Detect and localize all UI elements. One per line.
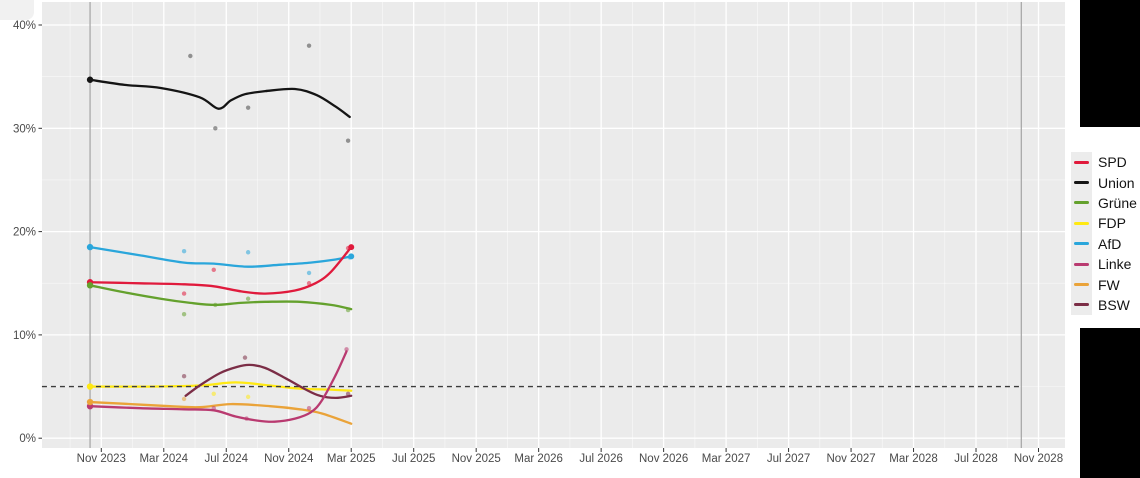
dark-backdrop-bottom bbox=[1080, 328, 1140, 478]
y-axis-label: 10% bbox=[13, 330, 36, 342]
legend-line-icon bbox=[1074, 303, 1089, 307]
trend-line-fw bbox=[88, 400, 353, 425]
x-axis-label: Mar 2025 bbox=[327, 453, 376, 465]
poll-point-fdp bbox=[245, 394, 251, 400]
poll-point-afd bbox=[306, 270, 312, 276]
legend-item-bsw[interactable]: BSW bbox=[1071, 294, 1137, 316]
poll-point-bsw bbox=[242, 355, 248, 360]
poll-point-union bbox=[306, 43, 312, 48]
x-axis-label: Mar 2028 bbox=[889, 453, 938, 465]
poll-point-bsw bbox=[345, 391, 351, 396]
legend-item-spd[interactable]: SPD bbox=[1071, 152, 1137, 173]
legend-label-gruene: Grüne bbox=[1098, 194, 1137, 211]
election-result-point-afd bbox=[86, 243, 94, 251]
election-result-point-union bbox=[86, 76, 94, 83]
poll-trend-chart: 0% 10% 20% 30% 40% Nov 2023 Mar 2024 Jul 2024 No… bbox=[13, 2, 1065, 465]
legend-line-icon bbox=[1074, 160, 1089, 164]
legend-item-fw[interactable]: FW bbox=[1071, 274, 1137, 295]
plot-panel bbox=[42, 2, 1065, 448]
poll-point-fdp bbox=[211, 391, 216, 396]
legend-key-swatch-bsw bbox=[1071, 294, 1092, 316]
x-axis-label: Nov 2028 bbox=[1014, 453, 1063, 465]
poll-point-gruene bbox=[345, 307, 351, 313]
legend-line-icon bbox=[1074, 201, 1089, 205]
x-axis-label: Nov 2023 bbox=[77, 453, 126, 465]
legend-item-fdp[interactable]: FDP bbox=[1071, 213, 1137, 234]
corner-patch bbox=[0, 0, 34, 20]
y-axis-label: 30% bbox=[13, 123, 36, 135]
x-axis-label: Jul 2024 bbox=[205, 453, 249, 465]
trend-line-afd bbox=[88, 245, 353, 268]
legend-key-swatch-fw bbox=[1071, 274, 1092, 295]
x-axis-label: Nov 2027 bbox=[826, 453, 875, 465]
legend-key-swatch-spd bbox=[1071, 152, 1092, 173]
trend-line-spd bbox=[88, 245, 353, 295]
x-axis-label: Mar 2026 bbox=[514, 453, 563, 465]
legend-line-icon bbox=[1074, 242, 1089, 246]
x-axis-label: Jul 2028 bbox=[954, 453, 997, 465]
legend-label-spd: SPD bbox=[1098, 154, 1127, 171]
legend-label-afd: AfD bbox=[1098, 235, 1122, 252]
legend-line-icon bbox=[1074, 221, 1089, 225]
poll-point-union bbox=[188, 53, 193, 59]
poll-point-linke bbox=[244, 416, 249, 421]
legend-item-afd[interactable]: AfD bbox=[1071, 233, 1137, 254]
y-axis-label: 20% bbox=[13, 227, 36, 239]
x-axis-label: Mar 2027 bbox=[702, 453, 751, 465]
trend-line-gruene bbox=[88, 284, 353, 311]
legend-item-gruene[interactable]: Grüne bbox=[1071, 192, 1137, 214]
poll-point-afd bbox=[181, 249, 187, 254]
x-axis-label: Nov 2025 bbox=[452, 453, 501, 465]
poll-point-spd bbox=[181, 291, 187, 296]
x-axis-label: Jul 2026 bbox=[579, 453, 622, 465]
legend-line-icon bbox=[1074, 181, 1089, 185]
legend-key-swatch-afd bbox=[1071, 233, 1092, 254]
poll-point-gruene bbox=[245, 296, 251, 301]
legend-label-fw: FW bbox=[1098, 276, 1120, 293]
legend-item-linke[interactable]: Linke bbox=[1071, 253, 1137, 275]
poll-point-bsw bbox=[181, 374, 187, 379]
legend-label-fdp: FDP bbox=[1098, 215, 1126, 232]
poll-point-union bbox=[245, 105, 251, 110]
poll-point-spd bbox=[306, 281, 312, 286]
poll-point-spd bbox=[211, 267, 216, 273]
dark-backdrop-top bbox=[1080, 0, 1140, 127]
legend-label-union: Union bbox=[1098, 174, 1135, 191]
x-axis-label: Nov 2026 bbox=[639, 453, 688, 465]
poll-point-linke bbox=[211, 406, 216, 411]
x-axis-label: Jul 2025 bbox=[392, 453, 435, 465]
legend-line-icon bbox=[1074, 262, 1089, 266]
poll-point-union bbox=[345, 138, 351, 143]
poll-point-afd bbox=[245, 250, 251, 255]
poll-point-linke bbox=[344, 347, 349, 352]
y-axis-label: 0% bbox=[19, 433, 36, 445]
poll-point-gruene bbox=[213, 302, 218, 308]
y-axis-label: 40% bbox=[13, 20, 36, 32]
election-result-point-fdp bbox=[86, 383, 94, 390]
poll-point-fw bbox=[181, 396, 187, 402]
x-axis-label: Nov 2024 bbox=[264, 453, 314, 465]
legend-label-linke: Linke bbox=[1098, 256, 1132, 273]
election-result-point-fw bbox=[86, 398, 94, 406]
chart-legend: SPD Union Grüne FDP AfD Linke FW BSW bbox=[1071, 152, 1137, 316]
legend-key-swatch-gruene bbox=[1071, 192, 1092, 214]
legend-key-swatch-linke bbox=[1071, 253, 1092, 275]
poll-point-linke bbox=[306, 406, 312, 411]
poll-point-gruene bbox=[181, 312, 187, 317]
latest-trend-point-spd bbox=[348, 244, 355, 251]
legend-key-swatch-union bbox=[1071, 172, 1092, 193]
legend-item-union[interactable]: Union bbox=[1071, 172, 1137, 193]
legend-key-swatch-fdp bbox=[1071, 213, 1092, 234]
x-axis-label: Mar 2024 bbox=[139, 453, 188, 465]
election-result-point-gruene bbox=[86, 282, 94, 289]
trend-line-union bbox=[88, 78, 351, 119]
trend-line-linke bbox=[88, 350, 348, 423]
legend-line-icon bbox=[1074, 283, 1089, 287]
legend-label-bsw: BSW bbox=[1098, 296, 1130, 313]
poll-point-union bbox=[213, 126, 218, 131]
x-axis-label: Jul 2027 bbox=[767, 453, 810, 465]
latest-trend-point-afd bbox=[348, 253, 355, 260]
